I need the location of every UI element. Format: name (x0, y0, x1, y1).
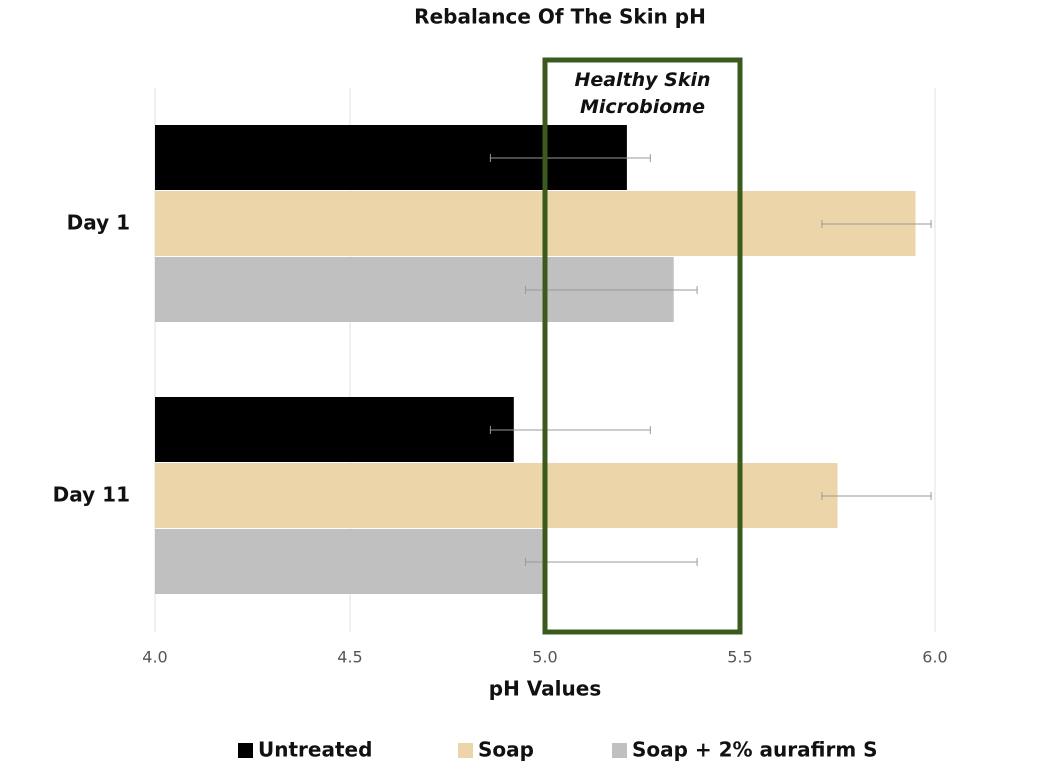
x-tick-label: 6.0 (922, 648, 947, 667)
x-tick-label: 4.0 (142, 648, 167, 667)
y-tick-label: Day 11 (53, 483, 130, 507)
bar (155, 397, 514, 462)
highlight-label: Healthy Skin Microbiome (574, 69, 710, 118)
bar (155, 529, 545, 594)
bar (155, 191, 916, 256)
x-axis-label: pH Values (489, 677, 601, 701)
legend-swatch (238, 743, 253, 758)
legend-label: Soap + 2% aurafirm S (632, 738, 878, 762)
y-tick-label: Day 1 (67, 211, 130, 235)
x-tick-label: 5.5 (727, 648, 752, 667)
highlight-box (542, 57, 743, 635)
legend-swatch (612, 743, 627, 758)
legend-swatch (458, 743, 473, 758)
x-tick-label: 5.0 (532, 648, 557, 667)
chart-title: Rebalance Of The Skin pH (414, 5, 706, 29)
legend-label: Soap (478, 738, 534, 762)
x-tick-label: 4.5 (337, 648, 362, 667)
legend-label: Untreated (258, 738, 372, 762)
bar (155, 463, 838, 528)
